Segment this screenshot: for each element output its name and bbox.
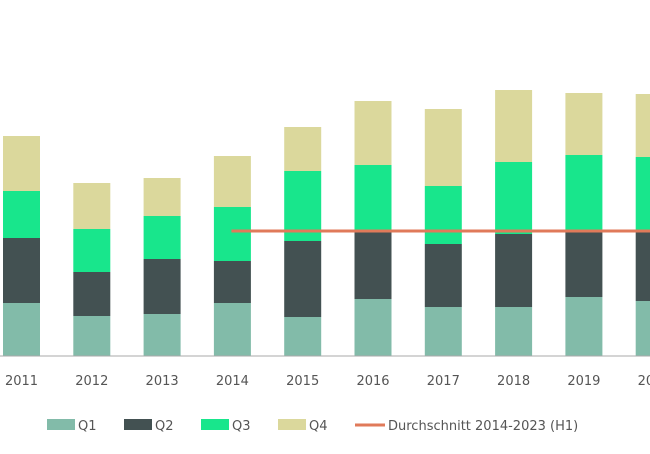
x-tick-label: 2011 [5,374,38,389]
x-tick-label: 2016 [356,374,389,389]
bar-q1-2017 [424,307,462,356]
legend-label: Q1 [78,419,97,434]
bar-q4-2013 [143,178,181,216]
bar-q3-2020 [635,157,650,231]
bar-q1-2014 [213,303,251,356]
bar-q3-2015 [284,171,322,241]
bar-q2-2020 [635,231,650,301]
legend-label: Q4 [309,419,328,434]
bar-q3-2019 [565,155,603,231]
bar-q2-2015 [284,241,322,317]
bar-q1-2019 [565,297,603,356]
bar-q3-2018 [495,162,533,234]
x-tick-label: 2013 [146,374,179,389]
bar-q2-2019 [565,231,603,297]
bar-q4-2019 [565,93,603,155]
bar-q2-2013 [143,259,181,314]
bar-q3-2013 [143,216,181,259]
bar-q1-2015 [284,317,322,356]
bar-q2-2014 [213,261,251,303]
bar-q4-2017 [424,109,462,186]
x-tick-label: 2012 [75,374,108,389]
bar-q4-2016 [354,101,392,165]
bar-q4-2012 [73,183,111,229]
legend-swatch-q1 [47,419,75,430]
x-tick-label: 2020 [638,374,650,389]
bar-q4-2015 [284,127,322,171]
bar-q1-2020 [635,301,650,356]
bar-q1-2016 [354,299,392,356]
legend-swatch-q3 [201,419,229,430]
legend-label: Q3 [232,419,251,434]
bar-q4-2014 [213,156,251,207]
bar-q1-2012 [73,316,111,356]
bar-q3-2012 [73,229,111,272]
bar-q3-2011 [3,191,40,238]
legend-swatch-q2 [124,419,152,430]
bar-q2-2018 [495,234,533,307]
bars-group [3,90,650,356]
bar-q2-2011 [3,238,40,303]
bar-q1-2013 [143,314,181,356]
bar-q4-2011 [3,136,40,191]
legend-label: Q2 [155,419,174,434]
x-tick-label: 2018 [497,374,530,389]
bar-q3-2016 [354,165,392,231]
bar-q2-2012 [73,272,111,316]
bar-q2-2016 [354,231,392,299]
bar-q3-2014 [213,207,251,261]
x-tick-label: 2014 [216,374,249,389]
bar-q1-2018 [495,307,533,356]
legend: Q1 Q2 Q3 Q4 Durchschnitt 2014-2023 (H1) [47,419,578,434]
x-tick-label: 2017 [427,374,460,389]
x-tick-label: 2015 [286,374,319,389]
bar-q4-2020 [635,94,650,157]
legend-swatch-q4 [278,419,306,430]
legend-label-average: Durchschnitt 2014-2023 (H1) [388,419,578,434]
bar-q1-2011 [3,303,40,356]
bar-q2-2017 [424,244,462,307]
x-tick-labels: 2011 2012 2013 2014 2015 2016 2017 2018 2019 2020 [5,374,650,389]
x-tick-label: 2019 [567,374,600,389]
bar-q4-2018 [495,90,533,162]
bar-q3-2017 [424,186,462,244]
